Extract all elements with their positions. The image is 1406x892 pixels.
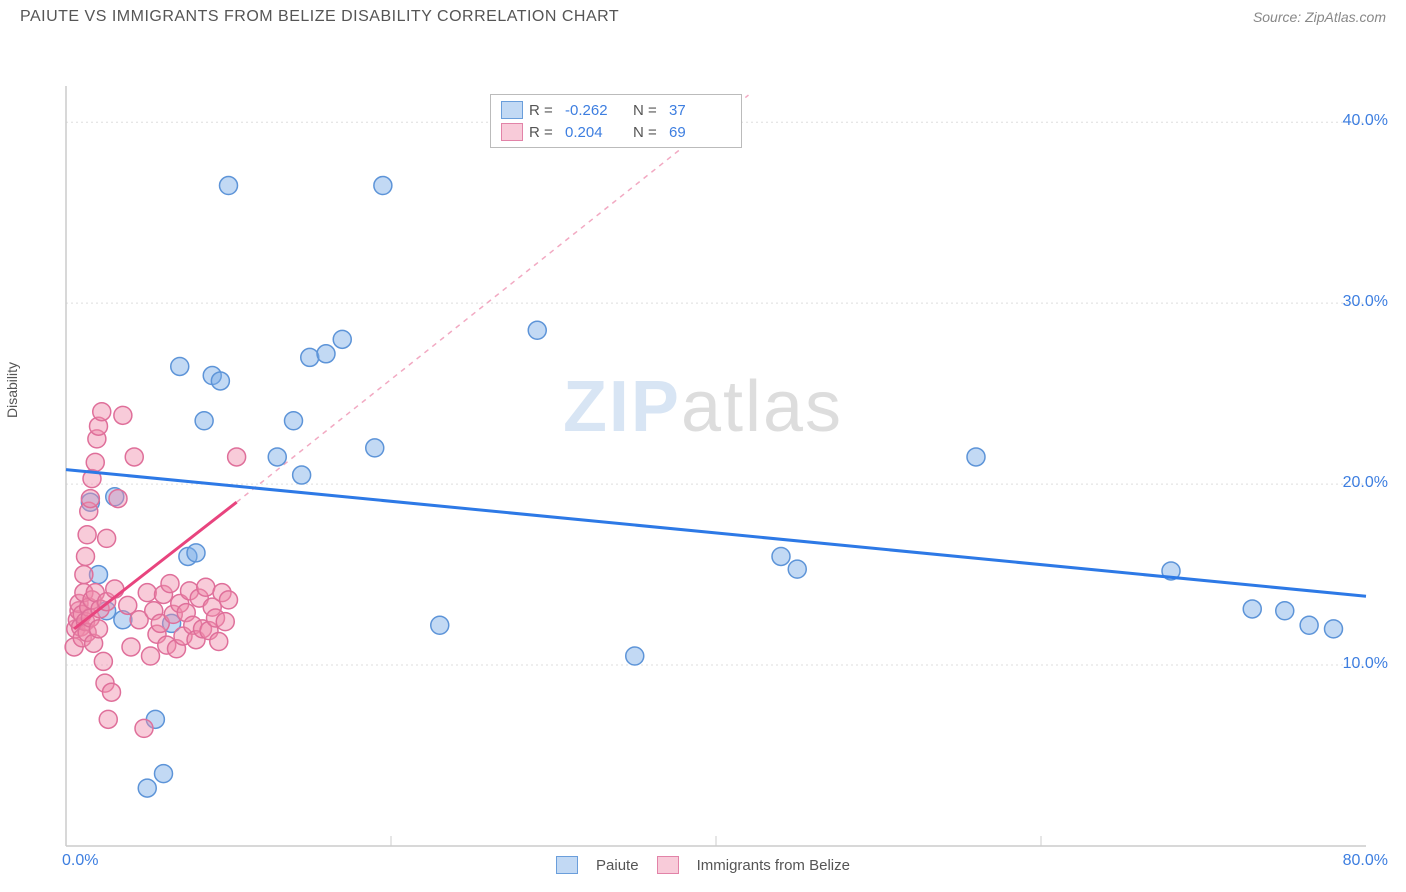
xtick-label: 0.0% [62,852,98,870]
n-label: N = [633,124,663,141]
ytick-label: 10.0% [1343,655,1388,673]
swatch-belize [501,123,523,141]
xtick-label: 80.0% [1343,852,1388,870]
swatch-belize [657,856,679,874]
r-value: 0.204 [565,124,627,141]
n-value: 37 [669,102,731,119]
n-value: 69 [669,124,731,141]
source-attribution: Source: ZipAtlas.com [1253,9,1386,25]
r-label: R = [529,124,559,141]
chart-container: Disability ZIPatlas R = -0.262 N = 37 R … [20,30,1386,850]
source-name: ZipAtlas.com [1305,9,1386,25]
chart-header: PAIUTE VS IMMIGRANTS FROM BELIZE DISABIL… [0,0,1406,30]
r-value: -0.262 [565,102,627,119]
swatch-paiute [556,856,578,874]
r-label: R = [529,102,559,119]
legend-label-paiute: Paiute [596,857,639,874]
legend-row: R = 0.204 N = 69 [501,121,731,143]
legend-label-belize: Immigrants from Belize [697,857,850,874]
n-label: N = [633,102,663,119]
correlation-legend: R = -0.262 N = 37 R = 0.204 N = 69 [490,94,742,148]
swatch-paiute [501,101,523,119]
source-prefix: Source: [1253,9,1305,25]
legend-row: R = -0.262 N = 37 [501,99,731,121]
chart-title: PAIUTE VS IMMIGRANTS FROM BELIZE DISABIL… [20,8,619,26]
scatter-chart [20,30,1386,850]
ytick-label: 30.0% [1343,293,1388,311]
ytick-label: 20.0% [1343,474,1388,492]
series-legend: Paiute Immigrants from Belize [0,856,1406,874]
ytick-label: 40.0% [1343,112,1388,130]
y-axis-label: Disability [4,362,20,418]
